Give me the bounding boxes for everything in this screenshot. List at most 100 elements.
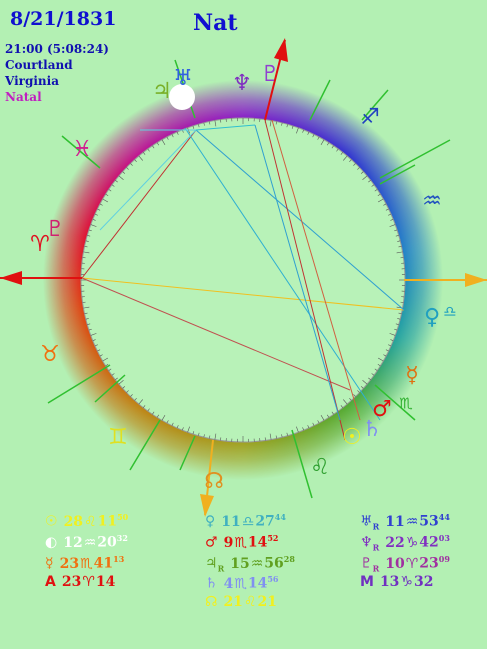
tick: [368, 377, 371, 380]
planet-symbol: ☊: [205, 594, 218, 610]
tick: [156, 142, 159, 146]
tick: [152, 411, 155, 415]
tick: [394, 328, 398, 331]
tick: [152, 145, 155, 149]
wheel-glyph: ♉: [40, 342, 60, 367]
tick: [320, 414, 325, 421]
degrees: 21: [223, 594, 243, 610]
tick: [320, 139, 325, 146]
tick: [85, 318, 89, 320]
tick: [111, 373, 115, 376]
sign: ♑: [400, 574, 413, 590]
degrees: 15: [230, 555, 250, 572]
degrees: 10: [385, 555, 405, 572]
degrees: 28: [63, 513, 84, 530]
ticks: [81, 118, 405, 442]
tick: [171, 134, 174, 138]
tick: [97, 208, 101, 211]
planet-symbol: ♇: [360, 555, 373, 572]
tick: [187, 426, 190, 433]
minutes: 41: [93, 555, 114, 572]
wheel-glyph: ♂: [372, 397, 392, 422]
minutes: 42: [419, 534, 439, 551]
tick: [343, 155, 348, 161]
place: Courtland: [5, 58, 73, 72]
tick: [94, 213, 98, 216]
planet-symbol: ◐: [45, 534, 58, 551]
tick: [118, 175, 124, 180]
tick: [83, 306, 90, 309]
planet-symbol: ♃: [205, 555, 218, 572]
planet-symbol: ♀: [205, 513, 216, 530]
title: Nat: [193, 10, 238, 36]
wheel-glyph: ☿: [405, 363, 419, 388]
tick: [388, 344, 392, 347]
tick: [138, 155, 143, 161]
wheel-glyph: ♎: [443, 303, 456, 321]
tick: [349, 397, 352, 401]
tick: [147, 408, 150, 412]
tick: [383, 203, 387, 206]
tick: [134, 397, 137, 401]
position-row: ♀ 11♎2744: [205, 512, 286, 530]
tick: [99, 203, 103, 206]
tick: [176, 131, 179, 135]
tick: [398, 312, 402, 314]
minutes: 14: [247, 534, 268, 551]
planet-symbol: ♄: [205, 575, 218, 592]
wheel-glyph: ♈: [30, 232, 50, 257]
axis-arrows: [0, 38, 487, 517]
tick: [134, 159, 137, 163]
tick: [371, 184, 375, 187]
retrograde: R: [372, 521, 380, 532]
wheel-glyph: ☊: [204, 469, 224, 494]
tick: [357, 167, 360, 170]
tick: [192, 431, 195, 435]
wheel-glyph: ♄: [362, 417, 382, 442]
sign: ♑: [405, 534, 419, 551]
tick: [122, 386, 126, 389]
tick: [317, 420, 320, 424]
wheel-glyph: ♇: [260, 62, 280, 87]
date: 8/21/1831: [10, 8, 117, 30]
tick: [130, 394, 133, 397]
sign: ♏: [234, 534, 247, 551]
seconds: 52: [267, 533, 279, 543]
tick: [368, 180, 371, 183]
tick: [302, 129, 304, 133]
sign: ♎: [241, 513, 255, 530]
degrees: 23: [61, 574, 82, 590]
tick: [138, 399, 143, 405]
tick: [198, 124, 200, 128]
wheel-glyph: ♏: [399, 395, 413, 413]
tick: [302, 427, 304, 431]
retrograde: R: [372, 542, 380, 553]
tick: [357, 390, 360, 393]
tick: [371, 373, 375, 376]
tick: [377, 364, 381, 367]
moon: [169, 84, 195, 110]
tick: [389, 224, 396, 227]
sign: ♏: [80, 555, 93, 572]
tick: [171, 422, 174, 426]
tick: [269, 433, 272, 440]
minutes: 32: [413, 574, 434, 590]
tick: [296, 127, 299, 134]
tick: [307, 131, 310, 135]
tick: [360, 171, 364, 174]
tick: [394, 229, 398, 232]
tick: [360, 386, 364, 389]
aspect-lines: [81, 119, 405, 441]
tick: [390, 219, 394, 221]
seconds: 44: [274, 512, 286, 522]
tick: [122, 171, 126, 174]
tick: [198, 432, 200, 436]
tick: [327, 414, 330, 418]
tick: [166, 136, 169, 140]
degrees: 13: [379, 574, 400, 590]
wheel-glyph: ♌: [310, 455, 330, 480]
tick: [99, 354, 103, 357]
minutes: 23: [419, 555, 439, 572]
tick: [312, 422, 315, 426]
